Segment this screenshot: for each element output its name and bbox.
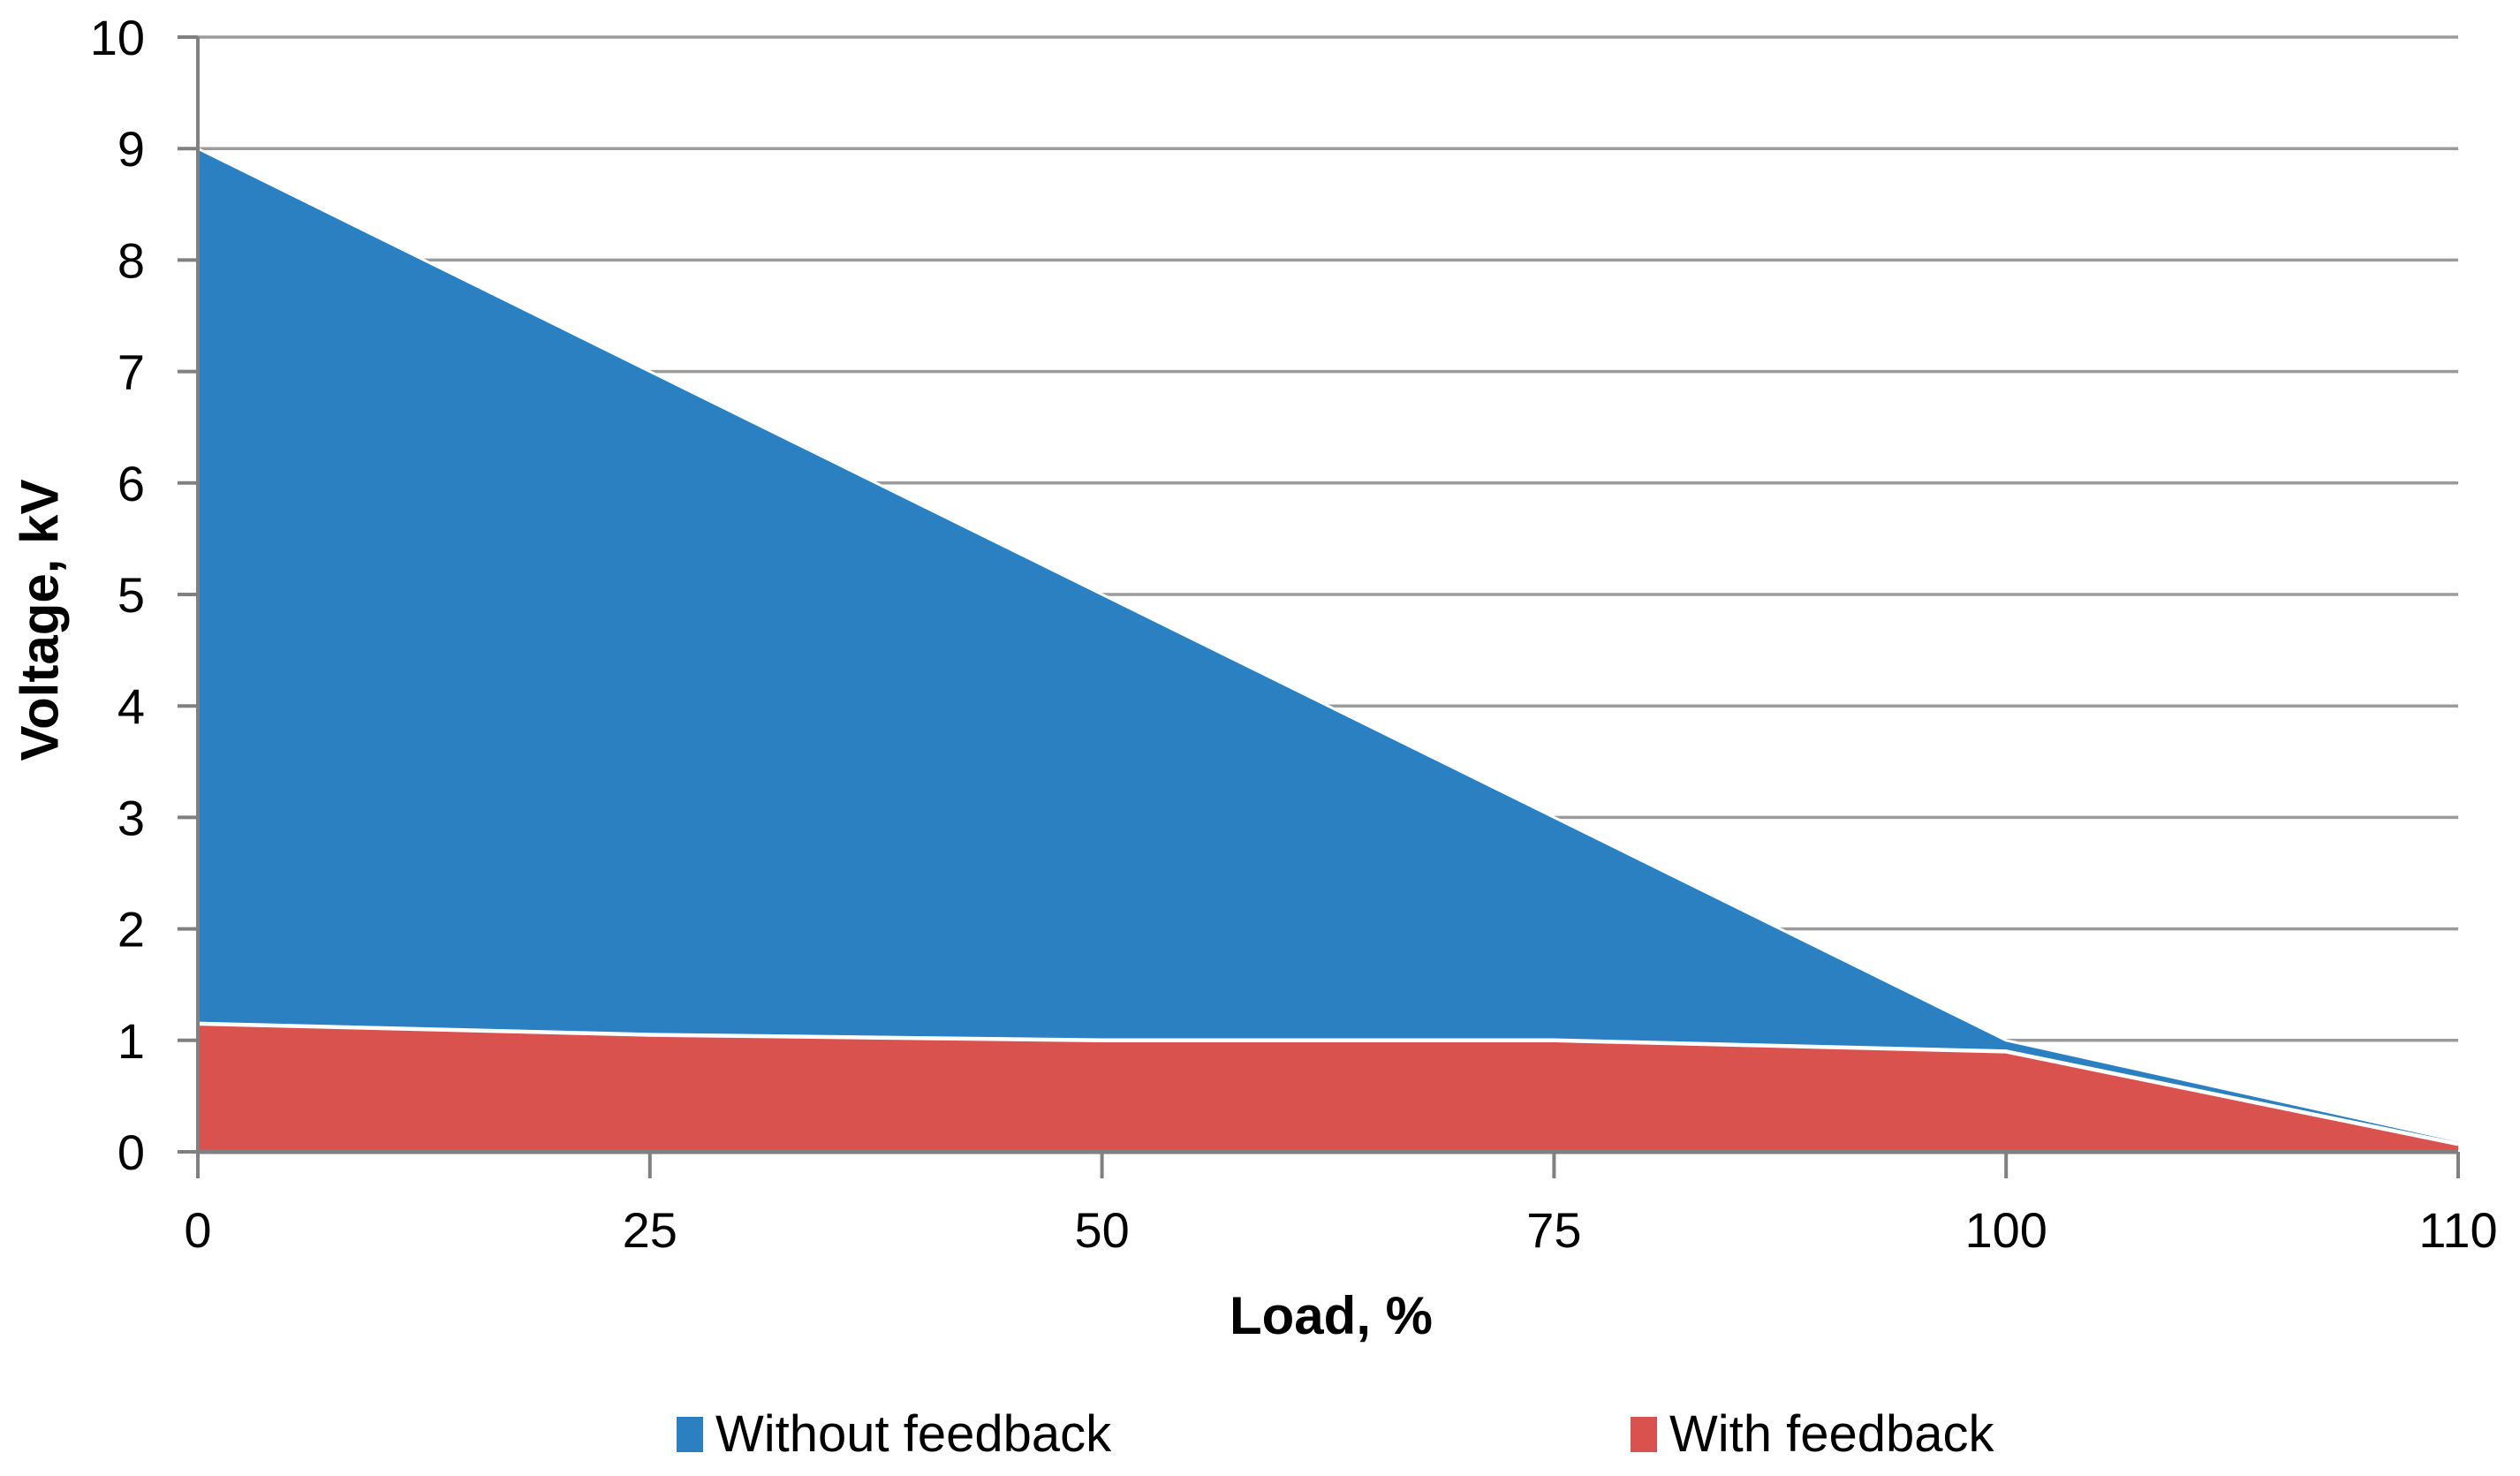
x-tick-label-50: 50 [1074, 1202, 1129, 1258]
x-tick-label-0: 0 [184, 1202, 211, 1258]
series-areas [197, 147, 2459, 1153]
y-tick-label-3: 3 [117, 790, 145, 845]
x-tick-label-110: 110 [2418, 1202, 2497, 1258]
y-tick-label-5: 5 [117, 567, 145, 623]
tick-marks [178, 35, 2460, 1178]
x-axis-title: Load, % [1229, 1286, 1434, 1345]
legend-item-without-feedback: Without feedback [677, 1409, 1111, 1460]
x-tick-label-75: 75 [1526, 1202, 1581, 1258]
y-tick-label-4: 4 [117, 678, 145, 734]
y-tick-label-6: 6 [117, 456, 145, 511]
y-tick-label-7: 7 [117, 344, 145, 400]
y-axis-title: Voltage, kV [10, 479, 70, 761]
y-tick-label-9: 9 [117, 121, 145, 177]
y-tick-label-1: 1 [117, 1013, 145, 1069]
legend-item-with-feedback: With feedback [1631, 1409, 1994, 1460]
y-tick-label-8: 8 [117, 232, 145, 288]
x-tick-label-100: 100 [1964, 1202, 2047, 1258]
legend-swatch-blue-icon [677, 1417, 703, 1452]
y-tick-label-2: 2 [117, 902, 145, 958]
x-axis-tick-labels: 0 25 50 75 100 110 [184, 1202, 2497, 1258]
legend-label-with-feedback: With feedback [1669, 1405, 1994, 1463]
legend-label-without-feedback: Without feedback [715, 1405, 1112, 1463]
x-tick-label-25: 25 [623, 1202, 677, 1258]
legend-swatch-red-icon [1631, 1417, 1657, 1452]
y-tick-label-10: 10 [90, 10, 145, 65]
y-axis-tick-labels: 0 1 2 3 4 5 6 7 8 9 10 [90, 10, 145, 1180]
y-tick-label-0: 0 [117, 1124, 145, 1180]
